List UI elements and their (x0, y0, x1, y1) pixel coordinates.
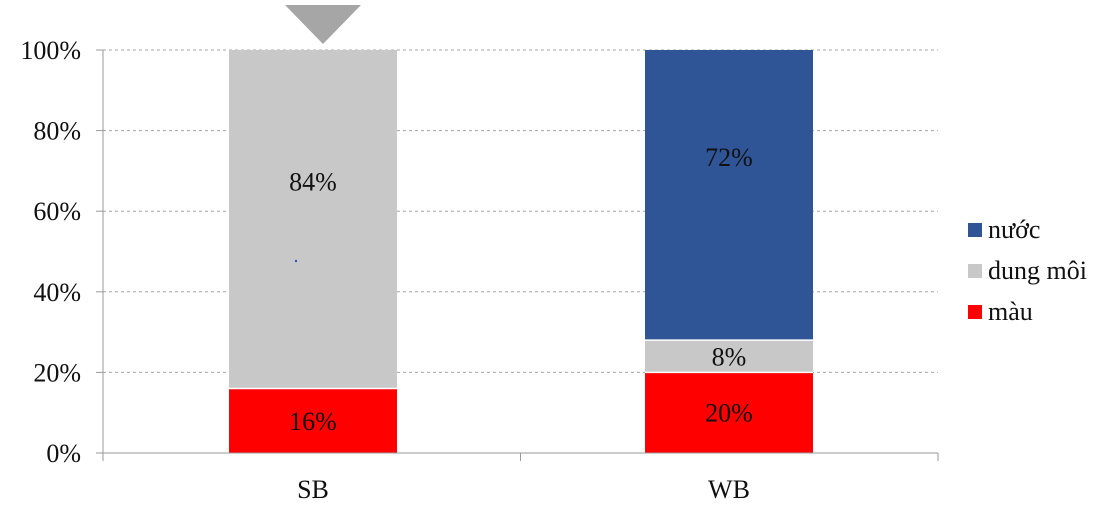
legend-swatch (968, 264, 982, 278)
bar-segment (645, 372, 813, 453)
y-tick-label: 20% (33, 358, 81, 387)
bar-segment (645, 340, 813, 373)
data-label: 8% (712, 342, 747, 371)
y-tick-label: 100% (20, 36, 81, 65)
x-tick-label: SB (297, 475, 329, 504)
legend-swatch (968, 305, 982, 319)
dot-marker (294, 259, 298, 263)
data-label: 84% (289, 167, 337, 196)
legend-label: dung môi (988, 256, 1087, 285)
data-label: 72% (705, 143, 753, 172)
y-tick-label: 60% (33, 197, 81, 226)
data-label: 16% (289, 407, 337, 436)
x-tick-label: WB (708, 475, 750, 504)
bar-segment (229, 50, 397, 389)
data-label: 20% (705, 399, 753, 428)
y-tick-label: 80% (33, 117, 81, 146)
bar-segment (645, 50, 813, 341)
down-triangle-marker (285, 5, 361, 44)
y-tick-label: 0% (46, 439, 81, 468)
y-tick-label: 40% (33, 278, 81, 307)
legend-label: màu (988, 297, 1033, 326)
legend-label: nước (988, 215, 1040, 244)
bar-segment (229, 388, 397, 453)
legend-swatch (968, 223, 982, 237)
